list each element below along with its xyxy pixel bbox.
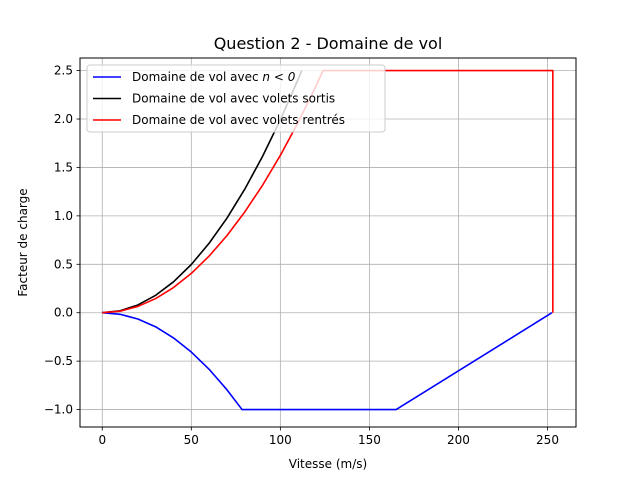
x-axis-label: Vitesse (m/s) — [289, 457, 367, 471]
y-tick-label: −1.0 — [44, 403, 73, 417]
series-line-1 — [102, 311, 553, 411]
y-tick-label: 2.5 — [54, 64, 73, 78]
chart-title: Question 2 - Domaine de vol — [214, 34, 443, 53]
x-axis-ticks: 0 50 100 150 200 250 — [98, 427, 559, 447]
plot-frame — [79, 57, 577, 428]
x-tick-label: 150 — [358, 433, 381, 447]
x-tick-label: 50 — [184, 433, 199, 447]
x-tick-label: 100 — [269, 433, 292, 447]
y-tick-label: 0.5 — [54, 257, 73, 271]
legend-label-1: Domaine de vol avec n < 0 — [132, 70, 296, 84]
legend-label-3: Domaine de vol avec volets rentrés — [132, 113, 345, 127]
legend-frame — [86, 64, 386, 133]
y-tick-label: −0.5 — [44, 354, 73, 368]
x-tick-label: 250 — [536, 433, 559, 447]
y-tick-label: 0.0 — [54, 306, 73, 320]
y-tick-label: 2.0 — [54, 112, 73, 126]
x-tick-label: 0 — [98, 433, 106, 447]
series-line-3 — [102, 69, 554, 314]
y-tick-label: 1.5 — [54, 160, 73, 174]
y-axis-ticks: −1.0 −0.5 0.0 0.5 1.0 1.5 2.0 2.5 — [44, 64, 80, 417]
y-axis-label: Facteur de charge — [16, 188, 30, 296]
legend-label-2: Domaine de vol avec volets sortis — [132, 92, 335, 106]
x-tick-label: 200 — [447, 433, 470, 447]
y-tick-label: 1.0 — [54, 209, 73, 223]
legend: Domaine de vol avec n < 0 Domaine de vol … — [86, 64, 386, 133]
